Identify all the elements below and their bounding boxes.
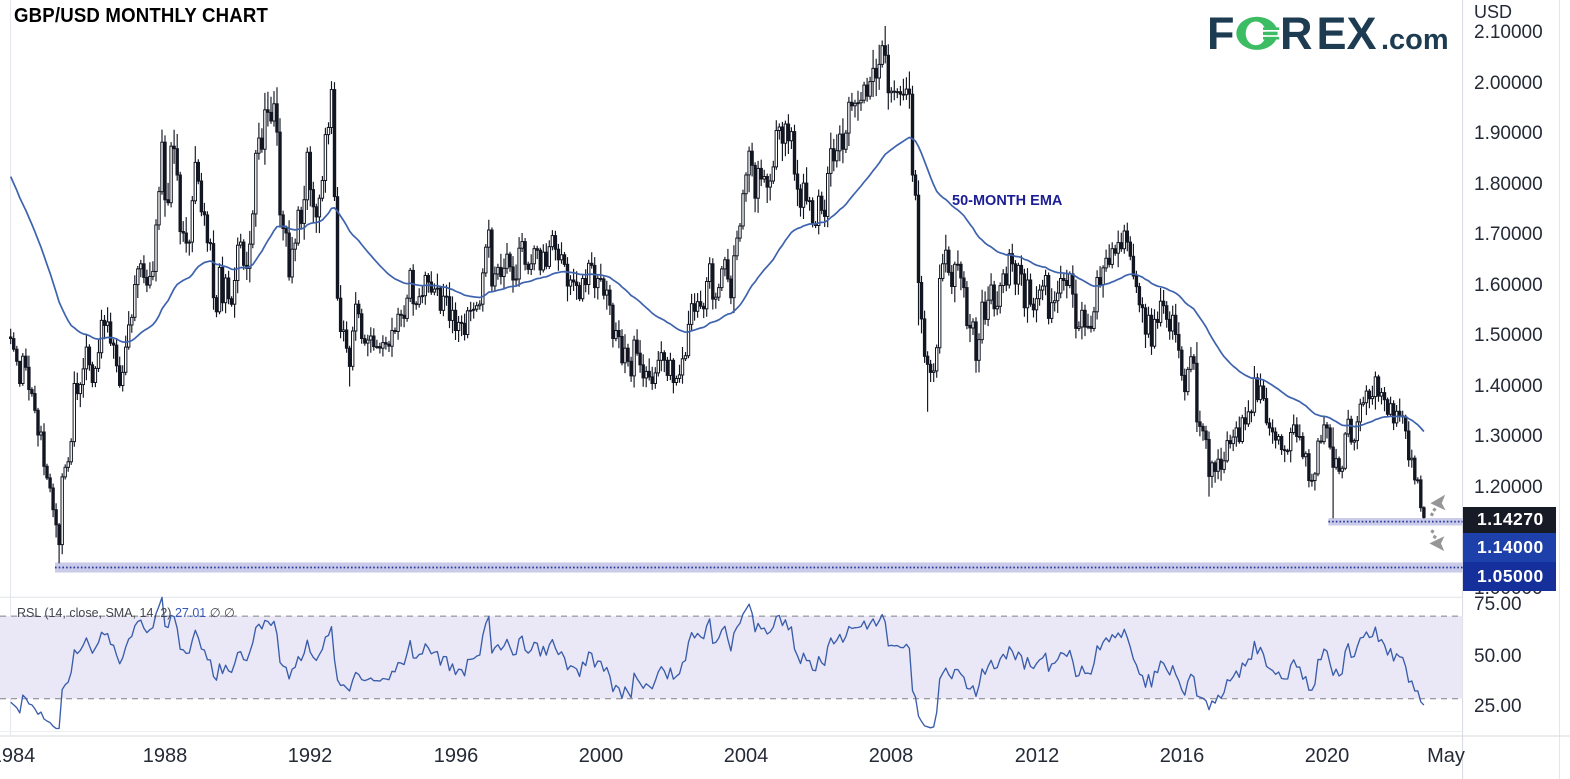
svg-text:R: R xyxy=(1280,8,1313,59)
svg-text:X: X xyxy=(1347,8,1377,59)
svg-text:F: F xyxy=(1207,8,1235,59)
svg-text:.com: .com xyxy=(1381,24,1449,56)
svg-text:E: E xyxy=(1317,8,1347,59)
